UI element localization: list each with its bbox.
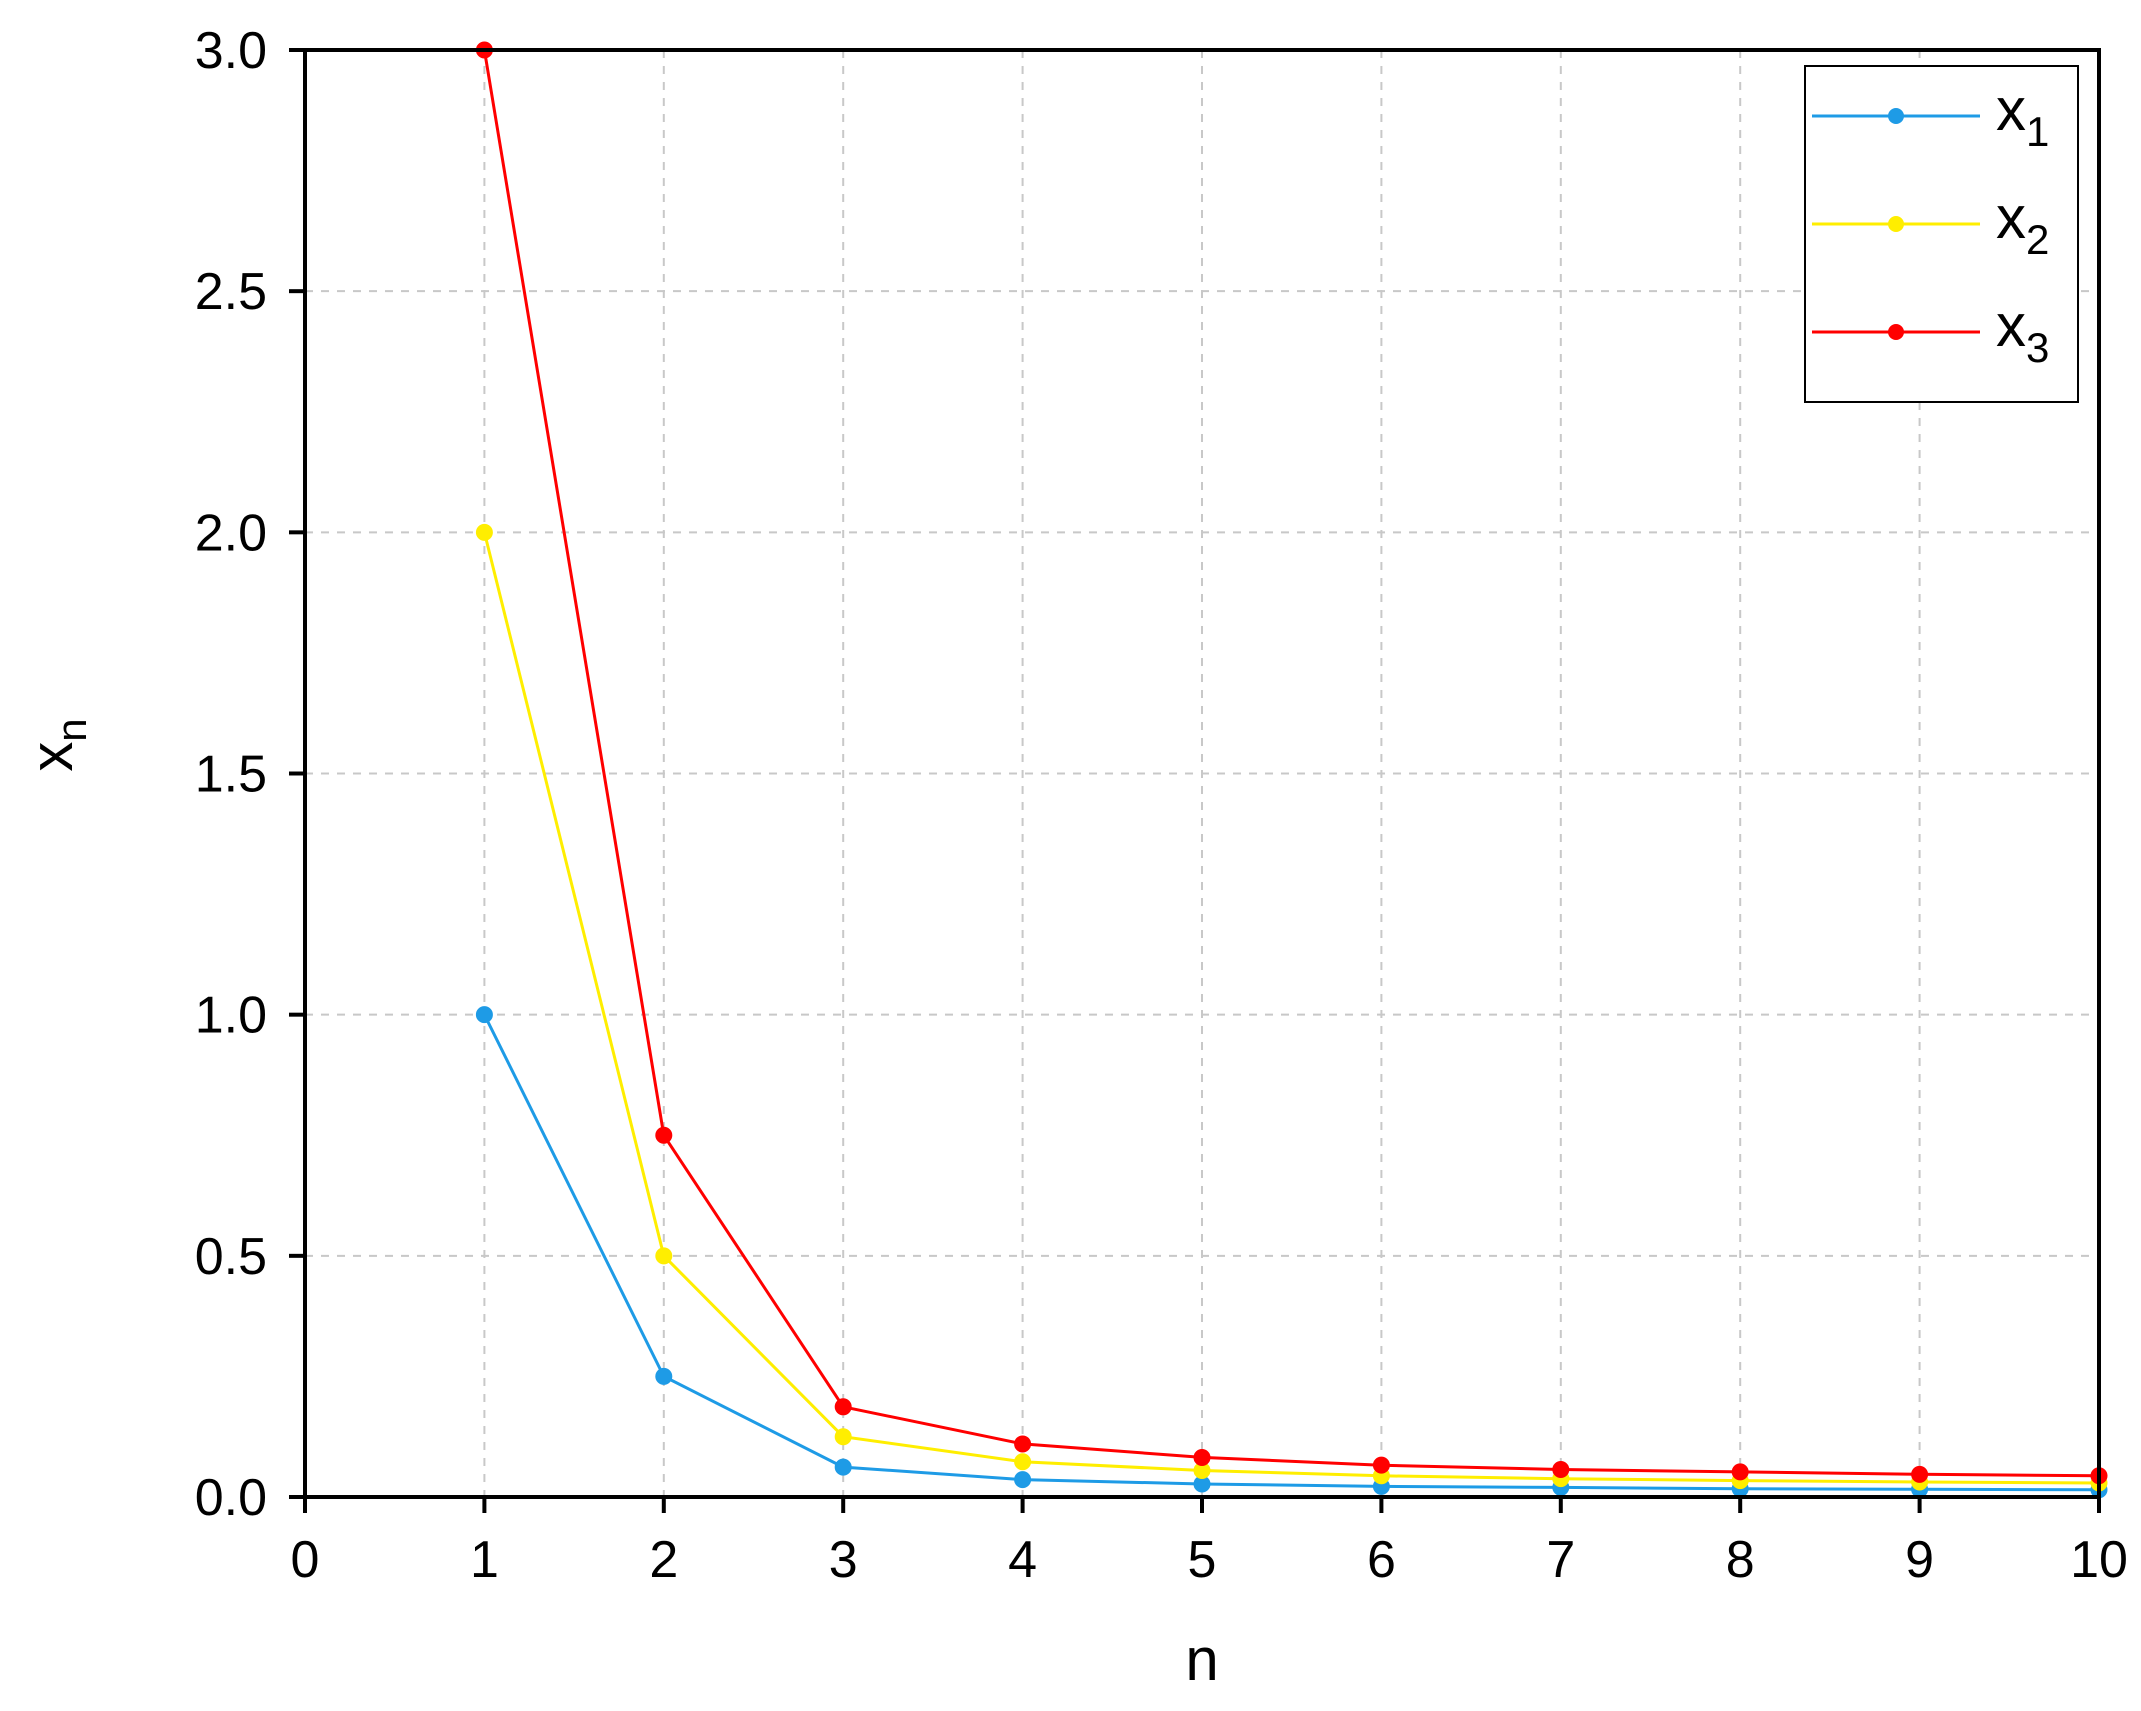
- x-tick-label: 10: [2070, 1531, 2128, 1589]
- legend-marker: [1888, 216, 1904, 232]
- y-axis-title: xn: [18, 718, 95, 771]
- legend-label-base: x: [1996, 76, 2026, 143]
- series-x2: [475, 523, 2108, 1492]
- series-line: [482, 49, 2100, 1478]
- y-tick-label: 2.5: [195, 263, 267, 321]
- legend-label-sub: 3: [2026, 324, 2049, 371]
- data-point: [475, 523, 493, 541]
- x-tick-label: 9: [1905, 1531, 1934, 1589]
- legend-label-base: x: [1996, 292, 2026, 359]
- legend-entry: x3: [1812, 292, 2049, 371]
- legend-entry: x2: [1812, 184, 2049, 263]
- y-axis-title-base: x: [18, 742, 85, 772]
- x-tick-label: 2: [649, 1531, 678, 1589]
- x-tick-label: 3: [829, 1531, 858, 1589]
- y-tick-label: 0.5: [195, 1228, 267, 1286]
- y-tick-label: 1.5: [195, 746, 267, 804]
- data-point: [1911, 1465, 1929, 1483]
- series-x1: [475, 1006, 2108, 1499]
- x-axis-title: n: [1185, 1626, 1218, 1693]
- grid-lines: [305, 50, 2099, 1497]
- legend-label: x1: [1996, 76, 2049, 155]
- series-x3: [475, 41, 2108, 1485]
- data-point: [1552, 1461, 1570, 1479]
- legend-entry: x1: [1812, 76, 2049, 155]
- data-point: [475, 1006, 493, 1024]
- y-tick-label: 2.0: [195, 504, 267, 562]
- data-point: [655, 1367, 673, 1385]
- data-point: [655, 1126, 673, 1144]
- x-tick-label: 6: [1367, 1531, 1396, 1589]
- series-line: [482, 531, 2100, 1485]
- data-point: [834, 1398, 852, 1416]
- x-tick-label: 7: [1546, 1531, 1575, 1589]
- y-tick-label: 3.0: [195, 22, 267, 80]
- legend-box: [1804, 65, 2079, 403]
- data-point: [1014, 1453, 1032, 1471]
- legend-label-base: x: [1996, 184, 2026, 251]
- legend-label: x3: [1996, 292, 2049, 371]
- y-axis-title-sub: n: [48, 718, 95, 741]
- legend-label-sub: 2: [2026, 216, 2049, 263]
- x-tick-label: 0: [291, 1531, 320, 1589]
- tick-labels: 0 1 2 3 4 5 6 7 8 9 10 0.0 0.5 1.0 1.5 2.0 2.5 3.0: [195, 22, 2128, 1589]
- data-point: [1014, 1435, 1032, 1453]
- legend-marker: [1888, 108, 1904, 124]
- y-tick-label: 1.0: [195, 987, 267, 1045]
- data-point: [1731, 1463, 1749, 1481]
- x-tick-label: 5: [1188, 1531, 1217, 1589]
- legend-label: x2: [1996, 184, 2049, 263]
- legend-marker: [1888, 324, 1904, 340]
- x-tick-label: 8: [1726, 1531, 1755, 1589]
- data-point: [1014, 1471, 1032, 1489]
- data-point: [834, 1428, 852, 1446]
- axis-ticks: [289, 48, 2101, 1513]
- x-tick-label: 4: [1008, 1531, 1037, 1589]
- data-point: [834, 1458, 852, 1476]
- series-line: [483, 1014, 2100, 1492]
- x-tick-label: 1: [470, 1531, 499, 1589]
- data-point: [655, 1247, 673, 1265]
- data-point: [1372, 1456, 1390, 1474]
- data-point: [1193, 1448, 1211, 1466]
- legend-label-sub: 1: [2026, 108, 2049, 155]
- y-tick-label: 0.0: [195, 1469, 267, 1527]
- series-layer: [475, 41, 2108, 1499]
